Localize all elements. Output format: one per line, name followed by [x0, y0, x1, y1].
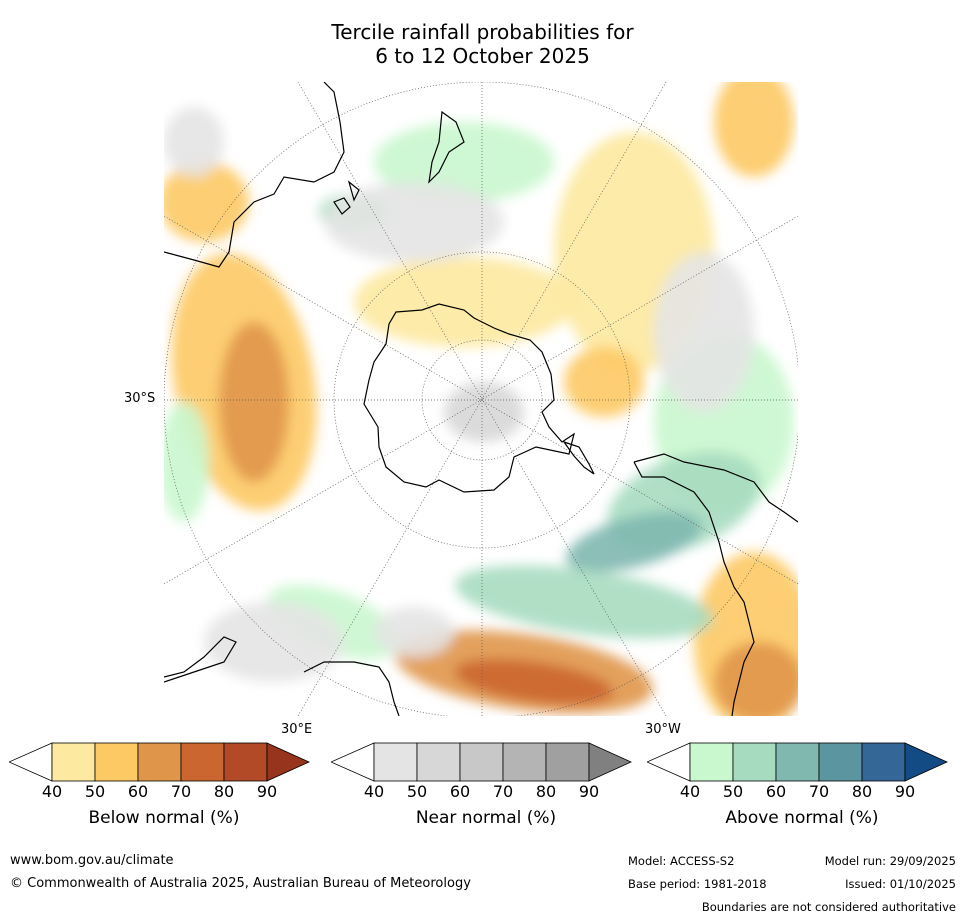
probability-region	[455, 565, 713, 639]
colorbar-cell	[732, 742, 777, 782]
probability-shading	[164, 82, 798, 716]
model-run-text: Model run: 29/09/2025	[824, 854, 956, 868]
legend-caption: Near normal (%)	[415, 808, 557, 828]
probability-region	[374, 607, 454, 657]
tasmania-coastline	[333, 197, 351, 215]
colorbar-cell	[373, 742, 418, 782]
colorbar-lower-triangle	[9, 742, 53, 782]
tick-label: 50	[84, 782, 106, 801]
colorbar-cell	[459, 742, 504, 782]
colorbar-upper-triangle	[588, 742, 632, 782]
chart-title: Tercile rainfall probabilities for 6 to …	[0, 20, 965, 68]
latitude-label-30s: 30°S	[124, 391, 156, 406]
tick-label: 70	[492, 782, 514, 801]
tick-label: 60	[127, 782, 149, 801]
model-text: Model: ACCESS-S2	[628, 854, 735, 868]
legend-below-normal: 40 50 60 70 80 90 Below normal (%)	[9, 742, 319, 832]
tick-label: 40	[363, 782, 385, 801]
tick-label: 70	[808, 782, 830, 801]
probability-region	[219, 322, 289, 482]
colorbar-cell	[545, 742, 590, 782]
colorbar-cell	[502, 742, 547, 782]
colorbar-upper-triangle	[904, 742, 948, 782]
colorbar-cell	[51, 742, 96, 782]
colorbar-cell	[137, 742, 182, 782]
colorbar-cell	[180, 742, 225, 782]
tick-label: 40	[679, 782, 701, 801]
probability-region	[324, 182, 504, 262]
colorbar-cell	[94, 742, 139, 782]
colorbar-cell	[818, 742, 863, 782]
colorbar-lower-triangle	[647, 742, 691, 782]
colorbar-ticks: 40 50 60 70 80 90	[9, 782, 319, 802]
probability-region	[444, 382, 524, 442]
tick-label: 80	[535, 782, 557, 801]
colorbar-ticks: 40 50 60 70 80 90	[647, 782, 957, 802]
colorbar-cell	[861, 742, 906, 782]
tick-label: 60	[765, 782, 787, 801]
probability-region	[654, 252, 754, 412]
south-america-coastline	[633, 453, 798, 716]
probability-region	[454, 659, 614, 705]
meridian-150	[297, 82, 667, 716]
antarctic-peninsula-coastline	[562, 440, 595, 475]
longitude-label-30w: 30°W	[645, 722, 681, 737]
graticule	[164, 82, 798, 716]
longitude-label-30e: 30°E	[281, 722, 313, 737]
colorbar-below-normal	[9, 742, 310, 782]
rainfall-probability-map	[164, 82, 798, 716]
probability-region	[164, 107, 224, 177]
colorbar-above-normal	[647, 742, 948, 782]
probability-region	[164, 402, 209, 522]
tick-label: 80	[213, 782, 235, 801]
meridian-120	[164, 215, 798, 585]
colorbar-cell	[416, 742, 461, 782]
probability-region	[374, 122, 554, 202]
africa-coastline	[164, 636, 400, 716]
probability-region	[164, 162, 249, 242]
probability-region	[564, 347, 644, 417]
copyright-text: © Commonwealth of Australia 2025, Austra…	[10, 876, 471, 891]
tick-label: 50	[406, 782, 428, 801]
australia-coastline	[164, 82, 360, 268]
tick-label: 80	[851, 782, 873, 801]
tick-label: 70	[170, 782, 192, 801]
colorbar-near-normal	[331, 742, 632, 782]
disclaimer-text: Boundaries are not considered authoritat…	[701, 900, 956, 914]
colorbar-lower-triangle	[331, 742, 375, 782]
issued-text: Issued: 01/10/2025	[845, 877, 956, 891]
coastlines	[164, 82, 798, 716]
colorbar-cell	[775, 742, 820, 782]
colorbar-cell	[689, 742, 734, 782]
legend-caption: Below normal (%)	[88, 808, 240, 828]
colorbar-cell	[223, 742, 268, 782]
tick-label: 90	[578, 782, 600, 801]
colorbar-upper-triangle	[266, 742, 310, 782]
probability-region	[354, 257, 574, 347]
probability-region	[566, 511, 702, 573]
tick-label: 40	[41, 782, 63, 801]
colorbar-ticks: 40 50 60 70 80 90	[331, 782, 641, 802]
probability-region	[204, 602, 344, 682]
probability-region	[714, 82, 794, 177]
legend-caption: Above normal (%)	[725, 808, 879, 828]
tick-label: 50	[722, 782, 744, 801]
base-period-text: Base period: 1981-2018	[628, 877, 767, 891]
title-line-2: 6 to 12 October 2025	[375, 44, 590, 68]
title-line-1: Tercile rainfall probabilities for	[331, 20, 634, 44]
antarctica-coastline	[363, 303, 575, 493]
tick-label: 90	[256, 782, 278, 801]
tick-label: 60	[449, 782, 471, 801]
website-text: www.bom.gov.au/climate	[10, 853, 174, 868]
legend-above-normal: 40 50 60 70 80 90 Above normal (%)	[647, 742, 957, 832]
new-zealand-coastline	[428, 110, 465, 184]
legend-near-normal: 40 50 60 70 80 90 Near normal (%)	[331, 742, 641, 832]
tick-label: 90	[894, 782, 916, 801]
